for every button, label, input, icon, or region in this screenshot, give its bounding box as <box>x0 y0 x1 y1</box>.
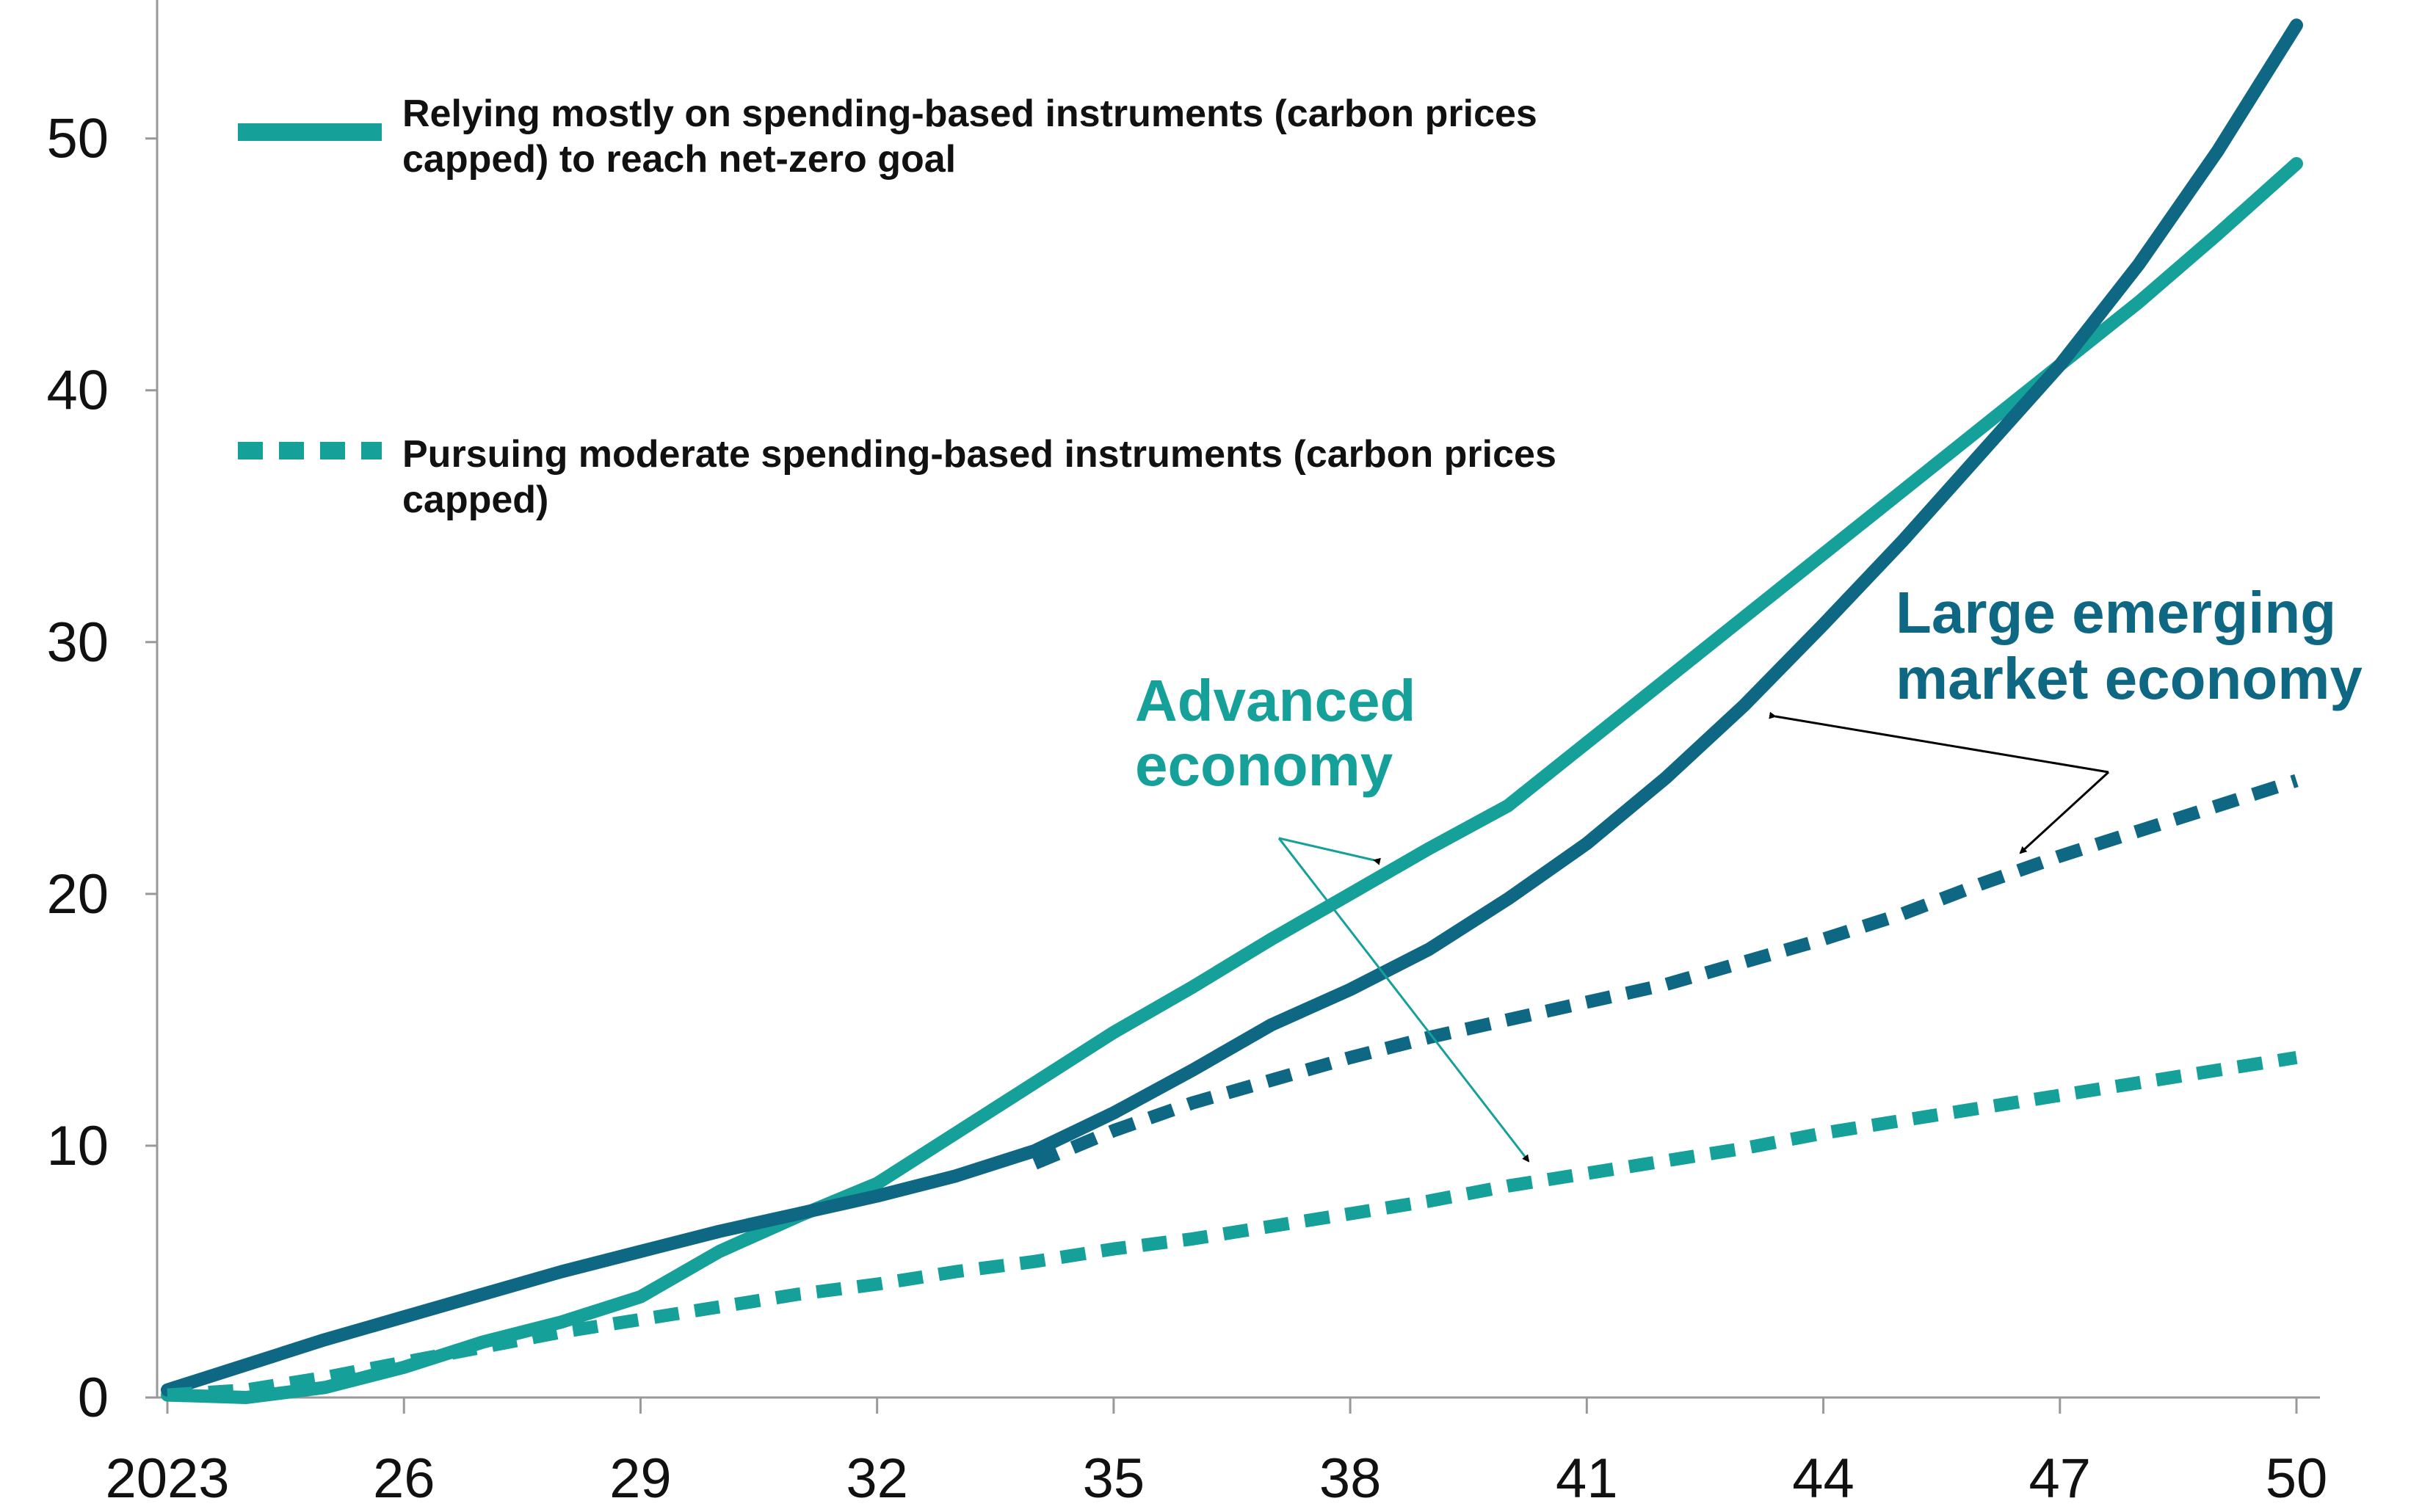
series-line-emerging-dashed <box>1032 774 2299 1170</box>
legend-solid-label-line1: Relying mostly on spending-based instrum… <box>402 92 1537 135</box>
annotation-advanced-line2: economy <box>1135 733 1393 798</box>
series-line-advanced-solid <box>161 157 2303 1404</box>
x-tick-label: 38 <box>1319 1447 1382 1510</box>
x-tick-label: 47 <box>2029 1447 2092 1510</box>
series-layer <box>161 18 2303 1404</box>
x-tick-label: 41 <box>1556 1447 1618 1510</box>
advanced-arrow-lower <box>1277 837 1530 1163</box>
emerging-arrow-lower <box>2019 771 2110 854</box>
series-line-emerging-solid <box>161 18 2303 1397</box>
y-tick-label: 20 <box>46 863 109 926</box>
series-line-advanced-dashed <box>167 1051 2298 1402</box>
y-ticks: 0 10 20 30 40 50 <box>46 108 157 1429</box>
y-tick-label: 10 <box>46 1115 109 1177</box>
x-tick-label: 2023 <box>105 1447 229 1510</box>
axes <box>156 0 2320 1399</box>
annotation-advanced-line1: Advanced <box>1135 668 1415 733</box>
x-tick-label: 44 <box>1792 1447 1855 1510</box>
legend: Relying mostly on spending-based instrum… <box>238 92 1556 521</box>
x-tick-label: 29 <box>609 1447 672 1510</box>
y-tick-label: 30 <box>46 611 109 674</box>
annotation-emerging-line1: Large emerging <box>1896 580 2336 645</box>
annotations: Advanced economy Large emerging market e… <box>1135 580 2363 1163</box>
x-tick-label: 32 <box>846 1447 908 1510</box>
legend-dashed-label-line1: Pursuing moderate spending-based instrum… <box>402 433 1556 476</box>
y-tick-label: 50 <box>46 108 109 170</box>
x-tick-label: 26 <box>373 1447 435 1510</box>
x-tick-label: 35 <box>1083 1447 1145 1510</box>
y-tick-label: 0 <box>78 1367 109 1429</box>
legend-dashed-label-line2: capped) <box>402 479 548 521</box>
x-ticks: 2023 26 29 32 35 38 41 44 47 50 <box>105 1397 2327 1510</box>
x-tick-label: 50 <box>2266 1447 2328 1510</box>
advanced-arrow-upper <box>1278 837 1381 865</box>
emerging-arrow-upper <box>1769 711 2109 774</box>
annotation-emerging-line2: market economy <box>1896 646 2363 711</box>
legend-solid-label-line2: capped) to reach net-zero goal <box>402 138 956 181</box>
y-tick-label: 40 <box>46 360 109 422</box>
